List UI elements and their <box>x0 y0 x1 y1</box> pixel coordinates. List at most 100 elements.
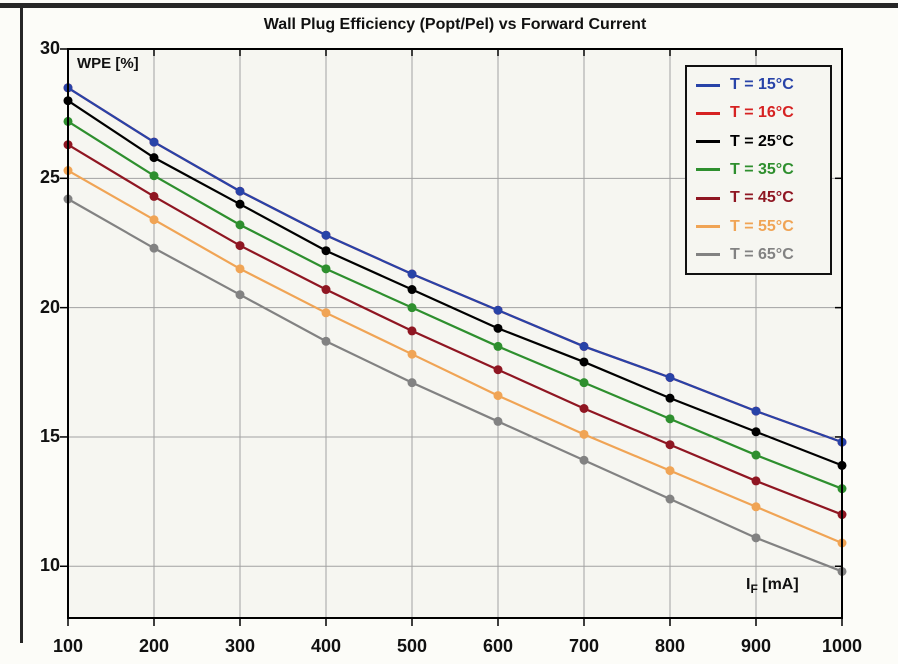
data-point-marker <box>149 137 159 147</box>
legend-item-label: T = 35°C <box>730 160 794 178</box>
data-point-marker <box>493 323 503 333</box>
series-line <box>67 120 843 490</box>
current-axis-label-subscript: F <box>750 582 758 597</box>
legend: T = 15°C T = 16°C T = 25°C T = 35°C T = 45°C… <box>685 65 832 275</box>
current-axis-label-symbol: I <box>746 576 751 593</box>
legend-line-sample <box>696 111 720 115</box>
series-line <box>67 169 843 545</box>
legend-line-sample <box>696 140 720 144</box>
current-axis-label: IF [mA] <box>746 576 799 596</box>
legend-item: T = 45°C <box>687 189 830 207</box>
data-point-marker <box>493 305 503 315</box>
data-point-marker <box>407 285 417 295</box>
data-point-marker <box>235 264 245 274</box>
data-point-marker <box>493 416 503 426</box>
x-tick-label: 400 <box>310 636 342 656</box>
data-point-marker <box>149 171 159 181</box>
data-point-marker <box>665 466 675 476</box>
data-point-marker <box>751 533 761 543</box>
data-point-marker <box>321 308 331 318</box>
figure-top-border <box>0 3 898 8</box>
data-point-marker <box>665 494 675 504</box>
axes-box <box>67 48 843 619</box>
data-point-marker <box>235 186 245 196</box>
data-point-marker <box>493 391 503 401</box>
data-point-marker <box>235 220 245 230</box>
y-tick-label: 25 <box>39 167 60 188</box>
series-line <box>67 198 843 573</box>
legend-item-label: T = 25°C <box>730 132 794 150</box>
legend-item-label: T = 16°C <box>730 104 794 122</box>
legend-line-sample <box>696 253 720 257</box>
data-point-marker <box>493 365 503 375</box>
wpe-axis-label: WPE [%] <box>77 55 139 72</box>
figure-left-border <box>20 3 23 643</box>
data-point-marker <box>665 440 675 450</box>
x-tick-label: 900 <box>740 636 772 656</box>
data-point-marker <box>407 378 417 388</box>
series-line <box>67 86 843 444</box>
legend-item-label: T = 65°C <box>730 245 794 263</box>
legend-item: T = 25°C <box>687 133 830 151</box>
x-tick-label: 500 <box>396 636 428 656</box>
data-point-marker <box>751 476 761 486</box>
legend-item: T = 15°C <box>687 76 830 94</box>
data-point-marker <box>407 269 417 279</box>
data-point-marker <box>579 404 589 414</box>
x-tick-label: 700 <box>568 636 600 656</box>
y-tick-label: 15 <box>39 425 60 446</box>
legend-line-sample <box>696 83 720 87</box>
data-point-marker <box>407 349 417 359</box>
legend-item: T = 16°C <box>687 104 830 122</box>
data-point-marker <box>235 241 245 251</box>
legend-item-label: T = 15°C <box>730 76 794 94</box>
legend-item-label: T = 45°C <box>730 189 794 207</box>
data-point-marker <box>665 393 675 403</box>
y-tick-label: 10 <box>39 555 60 576</box>
current-axis-label-unit: [mA] <box>757 576 799 593</box>
data-point-marker <box>665 414 675 424</box>
data-point-marker <box>149 215 159 225</box>
data-point-marker <box>579 357 589 367</box>
data-point-marker <box>235 290 245 300</box>
data-point-marker <box>407 303 417 313</box>
x-tick-label: 200 <box>138 636 170 656</box>
legend-item: T = 35°C <box>687 161 830 179</box>
legend-item-label: T = 55°C <box>730 217 794 235</box>
data-point-marker <box>149 243 159 253</box>
legend-item: T = 55°C <box>687 218 830 236</box>
data-point-marker <box>493 341 503 351</box>
x-tick-label: 300 <box>224 636 256 656</box>
data-point-marker <box>579 378 589 388</box>
x-tick-label: 1000 <box>821 636 863 656</box>
y-tick-label: 30 <box>39 38 60 58</box>
data-point-marker <box>149 153 159 163</box>
legend-line-sample <box>696 225 720 229</box>
series-line <box>67 143 843 516</box>
chart-title: Wall Plug Efficiency (Popt/Pel) vs Forwa… <box>263 16 647 33</box>
data-point-marker <box>407 326 417 336</box>
data-point-marker <box>321 285 331 295</box>
x-tick-label: 100 <box>52 636 84 656</box>
legend-line-sample <box>696 196 720 200</box>
data-point-marker <box>321 246 331 256</box>
series-line <box>67 99 843 467</box>
data-point-marker <box>751 502 761 512</box>
data-point-marker <box>579 429 589 439</box>
legend-item: T = 65°C <box>687 246 830 264</box>
x-tick-label: 600 <box>482 636 514 656</box>
data-point-marker <box>235 199 245 209</box>
data-point-marker <box>321 336 331 346</box>
x-tick-label: 800 <box>654 636 686 656</box>
data-point-marker <box>149 191 159 201</box>
data-point-marker <box>751 406 761 416</box>
data-point-marker <box>751 450 761 460</box>
data-point-marker <box>579 341 589 351</box>
data-point-marker <box>751 427 761 437</box>
data-point-marker <box>321 230 331 240</box>
legend-line-sample <box>696 168 720 172</box>
y-tick-label: 20 <box>39 296 60 317</box>
data-point-marker <box>665 372 675 382</box>
data-point-marker <box>321 264 331 274</box>
